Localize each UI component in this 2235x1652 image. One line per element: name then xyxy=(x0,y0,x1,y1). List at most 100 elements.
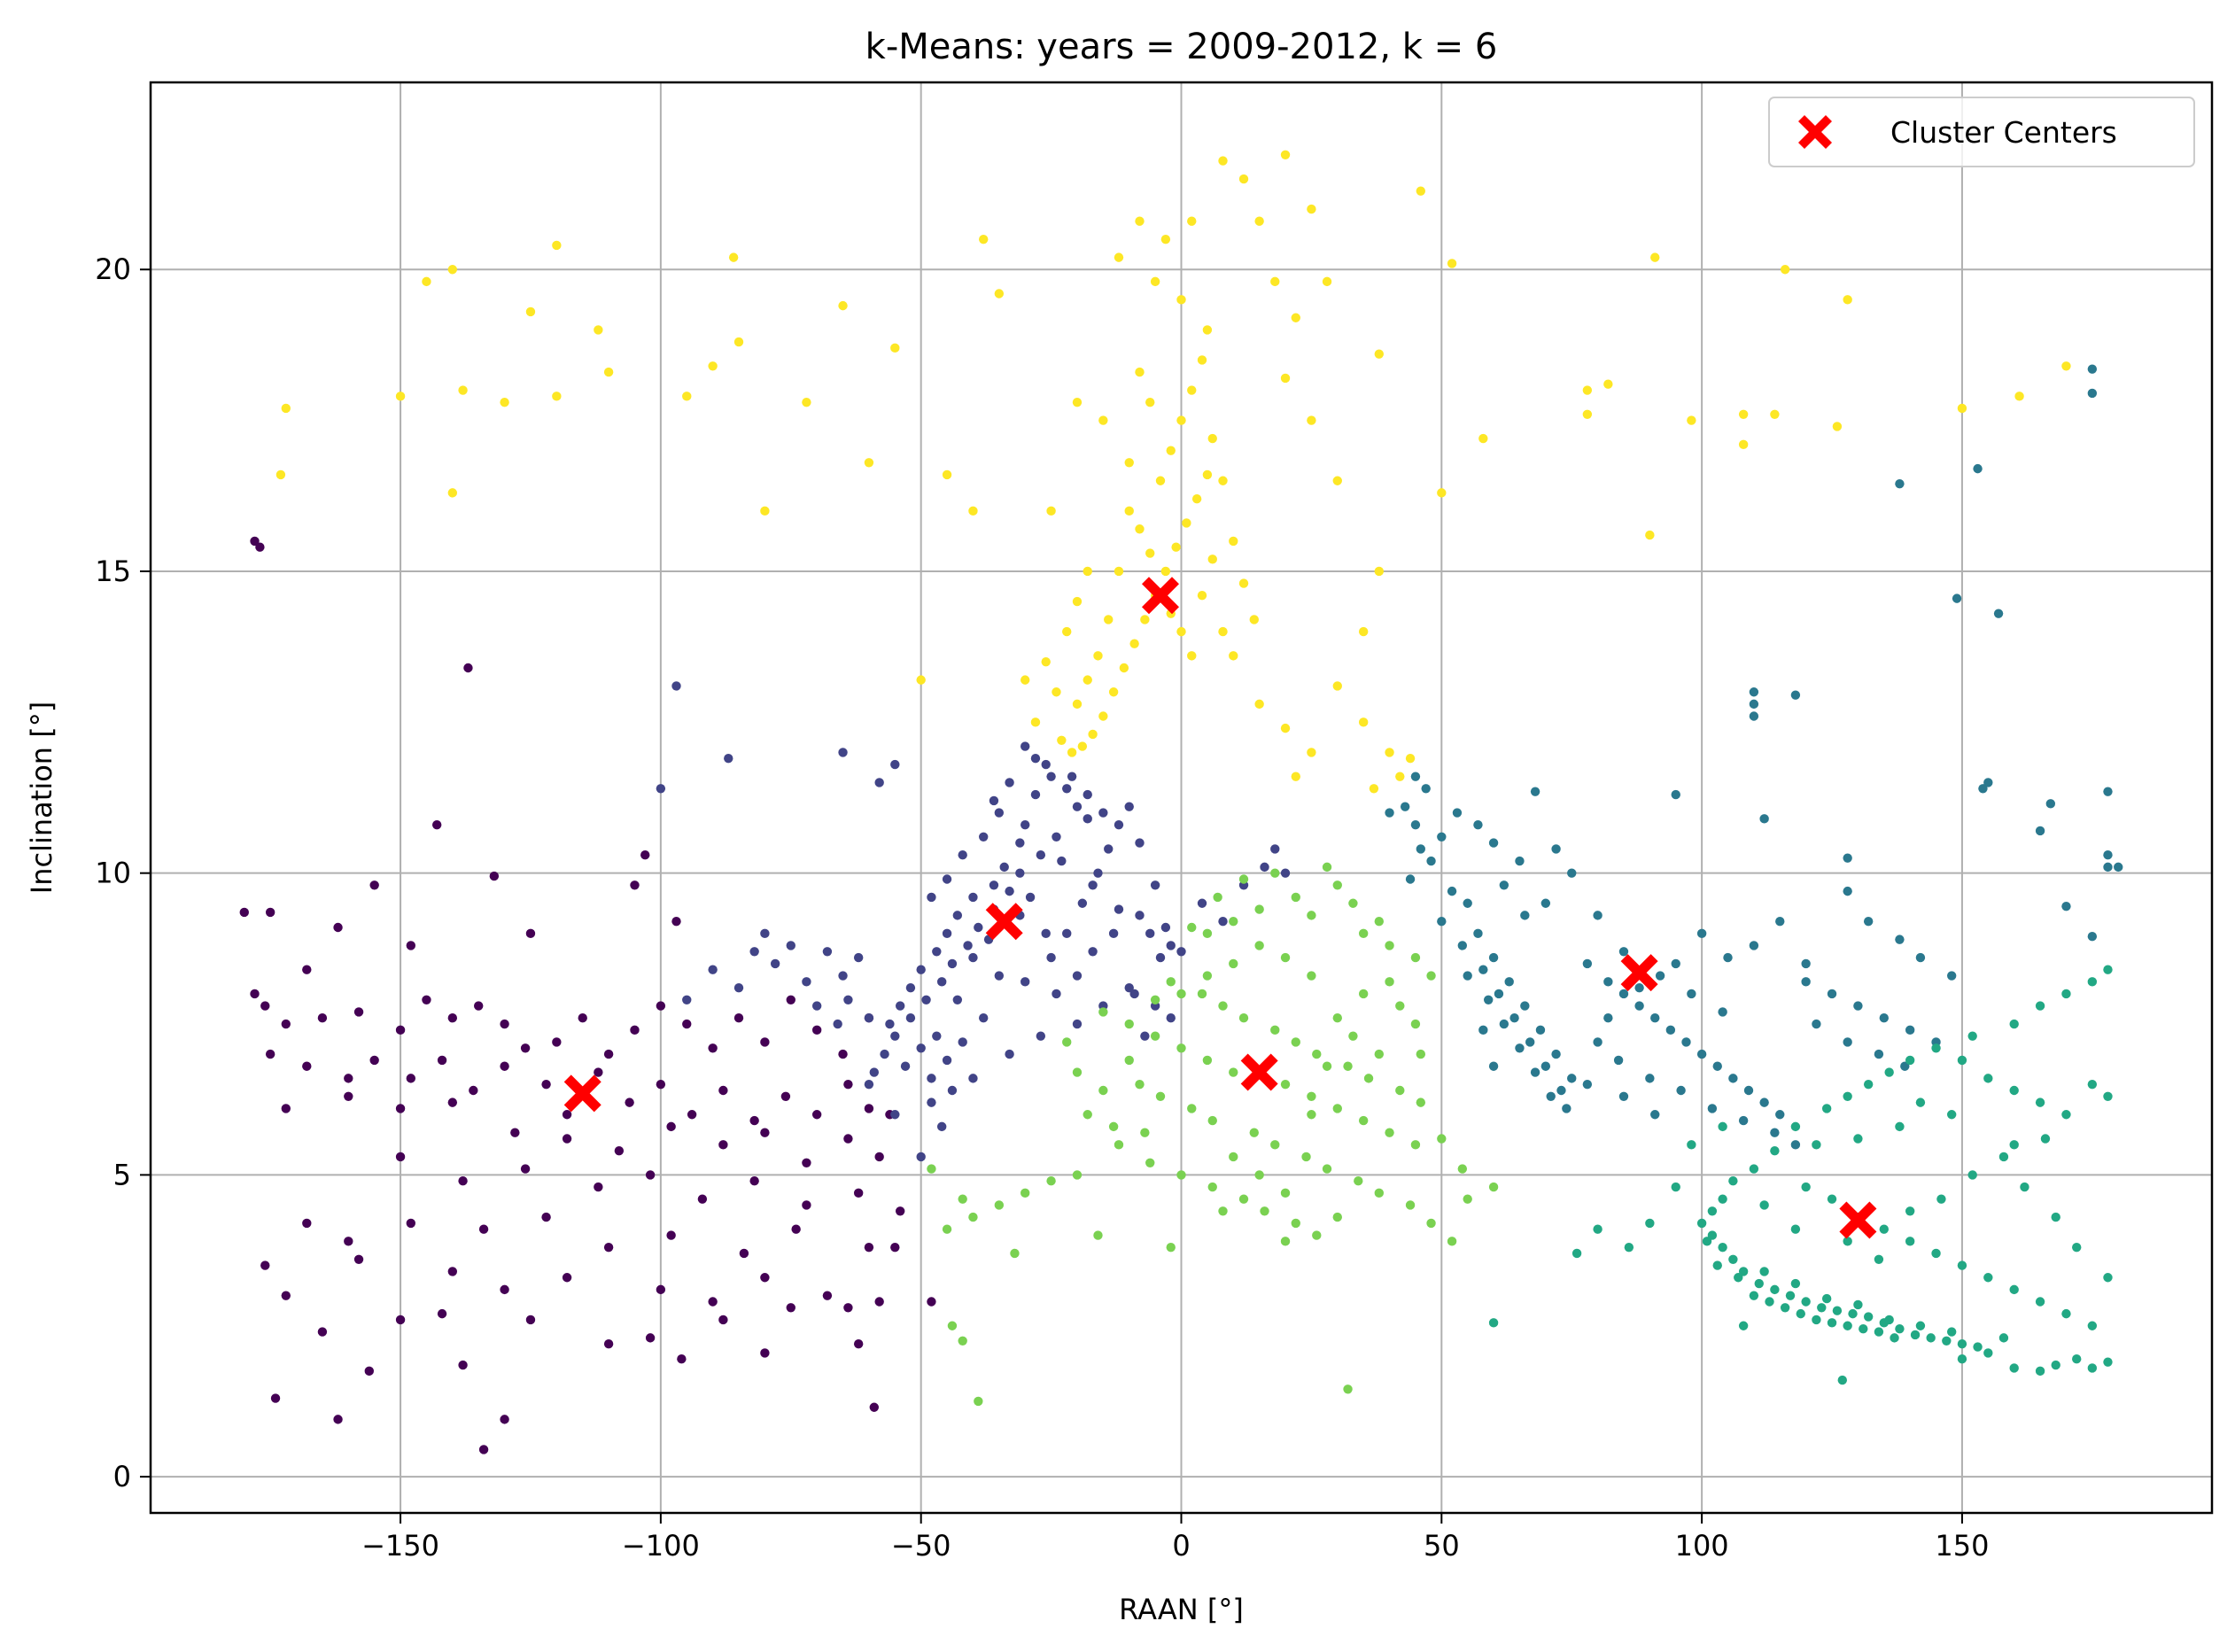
data-point xyxy=(786,995,795,1004)
data-point xyxy=(1218,626,1228,637)
data-point xyxy=(1582,1079,1593,1090)
data-point xyxy=(1905,1237,1915,1246)
data-point xyxy=(1400,802,1410,811)
x-tick-label: 100 xyxy=(1675,1529,1729,1563)
data-point xyxy=(1197,989,1207,999)
data-point xyxy=(770,958,780,969)
data-point xyxy=(1671,958,1680,969)
data-point xyxy=(1020,977,1030,987)
data-point xyxy=(1571,1248,1582,1259)
data-point xyxy=(500,397,509,407)
data-point xyxy=(1770,409,1780,419)
data-point xyxy=(594,1067,603,1077)
data-point xyxy=(1025,892,1036,903)
data-point xyxy=(749,1176,759,1186)
data-point xyxy=(1374,916,1384,927)
data-point xyxy=(1843,1037,1852,1047)
data-point xyxy=(1124,1055,1134,1066)
data-point xyxy=(1957,1354,1967,1364)
data-point xyxy=(1707,1206,1718,1216)
data-point xyxy=(2035,1366,2045,1377)
data-point xyxy=(1083,566,1092,577)
data-point xyxy=(1946,971,1957,981)
data-point xyxy=(1280,373,1291,384)
data-point xyxy=(1249,615,1259,624)
data-point xyxy=(1827,989,1837,999)
data-point xyxy=(682,995,692,1004)
data-point xyxy=(1057,735,1067,745)
data-point xyxy=(1322,1061,1332,1071)
data-point xyxy=(974,1396,983,1407)
axis-ticks: −150 −100 −50 0 50 100 150 0 5 10 15 20 xyxy=(95,252,1989,1563)
data-point xyxy=(1723,952,1733,963)
data-point xyxy=(1197,355,1207,365)
data-point xyxy=(1525,1037,1535,1047)
data-point xyxy=(682,392,692,401)
data-point xyxy=(869,1067,880,1077)
data-point xyxy=(1145,928,1155,939)
y-tick-label: 5 xyxy=(113,1158,131,1191)
data-point xyxy=(1057,856,1067,866)
data-point xyxy=(1291,1037,1300,1047)
data-point xyxy=(406,941,416,950)
data-point xyxy=(1759,1097,1769,1107)
data-point xyxy=(1582,385,1593,395)
data-point xyxy=(1218,156,1228,166)
data-point xyxy=(1520,1001,1530,1011)
data-point xyxy=(1254,699,1264,710)
data-point xyxy=(1062,928,1072,939)
data-point xyxy=(1354,1176,1363,1186)
data-point xyxy=(281,1104,291,1113)
data-point xyxy=(1457,941,1468,950)
data-point xyxy=(760,1273,770,1283)
data-point xyxy=(1238,174,1249,184)
data-point xyxy=(968,892,978,903)
chart-title: k-Means: years = 2009-2012, k = 6 xyxy=(865,27,1498,67)
data-point xyxy=(1915,1321,1926,1330)
data-point xyxy=(1072,397,1083,407)
data-point xyxy=(1650,1013,1660,1023)
data-point xyxy=(791,1224,801,1234)
data-point xyxy=(1478,1025,1488,1035)
data-point xyxy=(968,1074,978,1083)
data-point xyxy=(1124,982,1134,993)
data-point xyxy=(968,952,978,963)
data-point xyxy=(1332,1013,1342,1023)
data-point xyxy=(1931,1248,1941,1259)
data-point xyxy=(1998,1152,2009,1162)
data-point xyxy=(1931,1043,1941,1053)
legend-marker-cluster-center xyxy=(1798,115,1832,149)
data-point xyxy=(1197,591,1207,601)
data-point xyxy=(1213,892,1222,903)
data-point xyxy=(1942,1336,1952,1346)
data-point xyxy=(1895,935,1905,944)
data-point xyxy=(1114,1140,1124,1150)
data-point xyxy=(958,1037,967,1047)
data-point xyxy=(989,795,999,806)
data-point xyxy=(874,1297,884,1307)
data-point xyxy=(1385,748,1394,757)
data-point xyxy=(979,832,989,842)
data-point xyxy=(843,1134,853,1144)
data-point xyxy=(1983,1348,1993,1358)
data-point xyxy=(1905,1206,1915,1216)
data-point xyxy=(578,1013,587,1023)
data-point xyxy=(760,506,770,516)
data-point xyxy=(1374,1049,1384,1059)
data-point xyxy=(1202,325,1213,335)
data-point xyxy=(1520,911,1530,920)
data-point xyxy=(1067,748,1077,757)
data-point xyxy=(989,880,999,890)
data-point xyxy=(369,880,379,890)
data-point xyxy=(552,1037,562,1047)
data-point xyxy=(656,1079,666,1090)
data-point xyxy=(406,1074,416,1083)
data-point xyxy=(942,874,952,884)
data-point xyxy=(1478,965,1488,974)
data-point xyxy=(1202,469,1213,480)
data-point xyxy=(1280,952,1291,963)
data-point xyxy=(1812,1315,1821,1325)
data-point xyxy=(603,1242,614,1253)
data-point xyxy=(864,1013,874,1023)
data-point xyxy=(1910,1330,1921,1340)
